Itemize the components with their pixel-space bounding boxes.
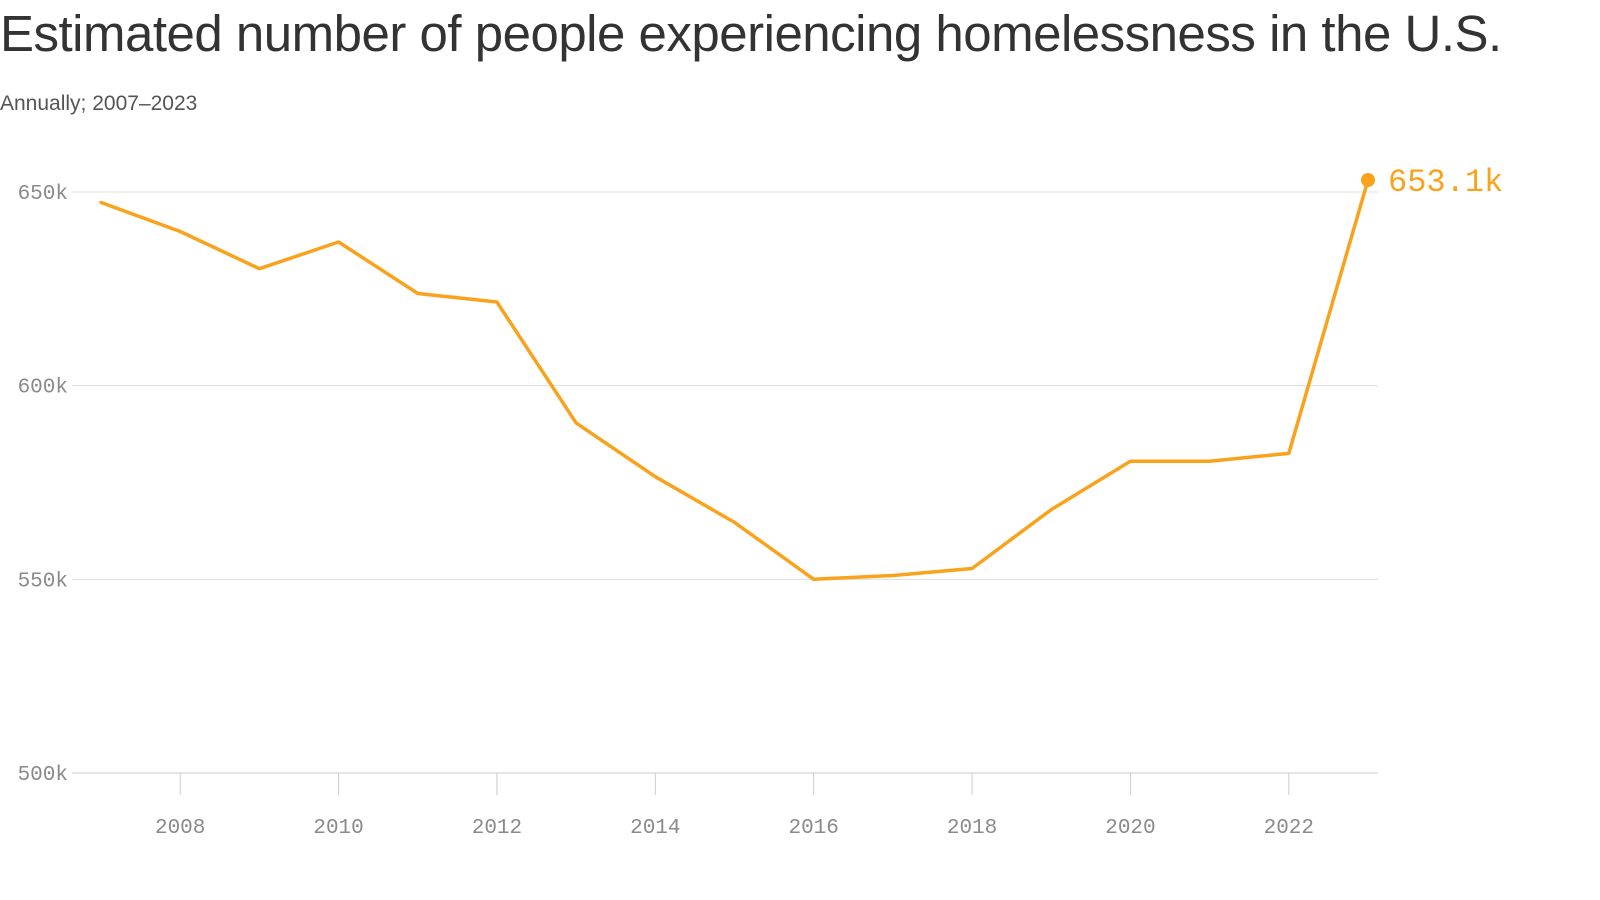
series-layer: 653.1k [99,164,1503,582]
x-axis-ticks: 2008 2010 2012 2014 2016 2018 2020 2022 [155,773,1314,840]
y-axis-ticks: 500k 550k 600k 650k [18,183,68,787]
end-point-marker [1361,172,1375,187]
x-tick-label: 2020 [1105,817,1155,840]
y-tick-label: 650k [18,183,68,206]
x-tick-label: 2022 [1264,817,1314,840]
x-tick-label: 2018 [947,817,997,840]
y-tick-label: 550k [18,570,68,593]
chart-title: Estimated number of people experiencing … [0,5,1502,62]
x-tick-label: 2012 [472,817,522,840]
chart-subtitle: Annually; 2007–2023 [0,92,198,115]
x-tick-label: 2016 [788,817,838,840]
gridlines [72,191,1378,774]
y-tick-label: 600k [18,377,68,400]
series-line [99,178,1370,582]
y-tick-label: 500k [18,764,68,787]
x-tick-label: 2014 [630,817,680,840]
x-tick-label: 2010 [313,817,363,840]
end-value-label: 653.1k [1388,164,1503,201]
x-tick-label: 2008 [155,817,205,840]
